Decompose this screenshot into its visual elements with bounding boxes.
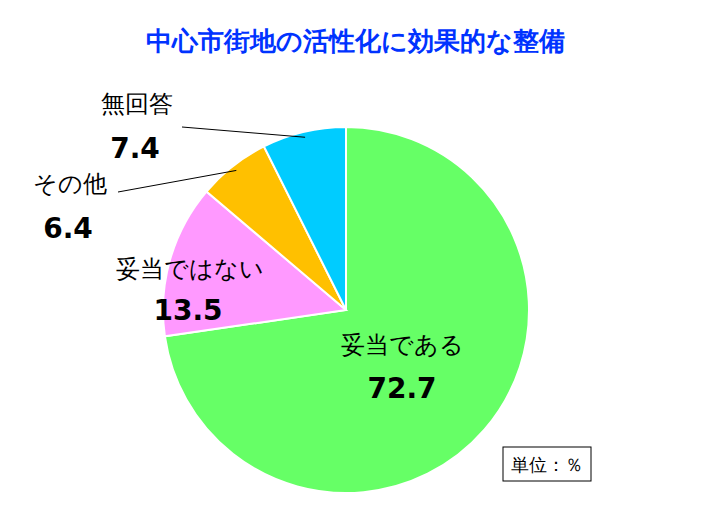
title: 中心市街地の活性化に効果的な整備 [146, 26, 565, 56]
leader-line [118, 170, 236, 192]
data-label: 72.7 [367, 372, 436, 405]
chart-svg: 中心市街地の活性化に効果的な整備妥当である 72.7 妥当ではない 13.5 その他 6.… [0, 0, 709, 518]
chart-container: 中心市街地の活性化に効果的な整備妥当である 72.7 妥当ではない 13.5 その他 6.… [0, 0, 709, 518]
slice-category: 妥当ではない [116, 255, 264, 283]
annotation-box [503, 447, 591, 481]
data-label: 13.5 [153, 294, 222, 327]
leader-line [182, 127, 305, 137]
slice-category: 無回答 [101, 90, 173, 118]
slice-category: 妥当である [341, 331, 464, 359]
annotation-text: 単位：％ [511, 454, 583, 475]
labels: 妥当である 72.7 妥当ではない 13.5 その他 6.4 無回答 7.4 [33, 90, 464, 405]
slice-category: その他 [33, 170, 107, 198]
data-label: 6.4 [43, 212, 93, 245]
pie-slice [264, 127, 346, 310]
unit-annotation: 単位：％ [503, 447, 591, 481]
data-label: 7.4 [110, 132, 160, 165]
